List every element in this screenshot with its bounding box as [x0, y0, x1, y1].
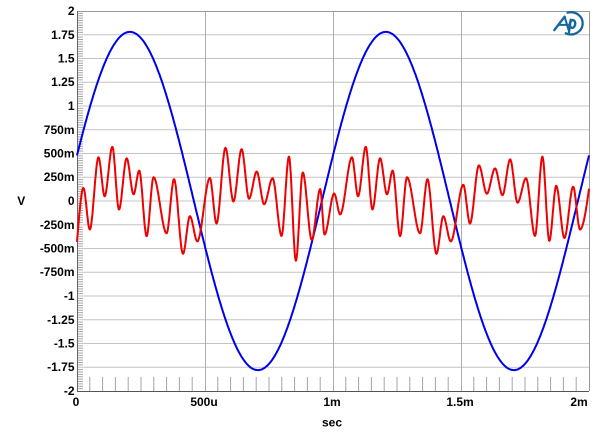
svg-text:-250m: -250m [40, 218, 75, 232]
svg-text:0: 0 [68, 194, 75, 208]
svg-text:V: V [17, 194, 25, 208]
svg-text:1.75: 1.75 [51, 28, 75, 42]
svg-text:-1: -1 [64, 289, 75, 303]
svg-text:-1.25: -1.25 [47, 313, 75, 327]
svg-text:sec: sec [322, 416, 342, 430]
svg-text:1.5m: 1.5m [446, 395, 473, 409]
svg-text:0: 0 [73, 395, 80, 409]
svg-text:-1.5: -1.5 [54, 337, 75, 351]
svg-text:2m: 2m [570, 395, 587, 409]
svg-text:1m: 1m [323, 395, 340, 409]
svg-text:-500m: -500m [40, 242, 75, 256]
svg-text:1.25: 1.25 [51, 75, 75, 89]
svg-text:-2: -2 [64, 384, 75, 398]
svg-text:1.5: 1.5 [58, 52, 75, 66]
svg-text:750m: 750m [44, 123, 75, 137]
svg-text:-1.75: -1.75 [47, 360, 75, 374]
svg-text:250m: 250m [44, 170, 75, 184]
svg-text:2: 2 [68, 4, 75, 18]
svg-text:-750m: -750m [40, 265, 75, 279]
svg-text:500u: 500u [190, 395, 217, 409]
svg-text:500m: 500m [44, 147, 75, 161]
svg-text:1: 1 [68, 99, 75, 113]
